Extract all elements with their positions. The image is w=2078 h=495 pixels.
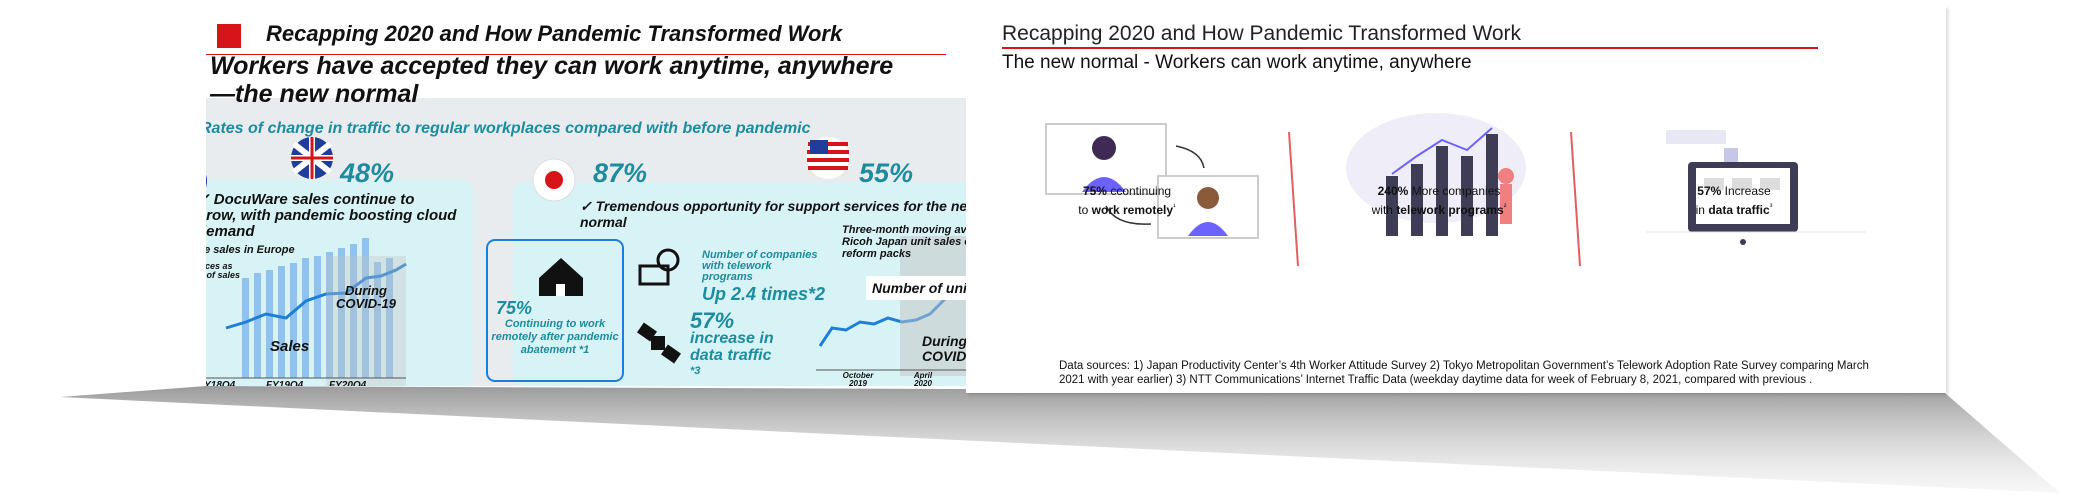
right-title: Recapping 2020 and How Pandemic Transfor… [1002, 22, 1522, 45]
item-text: More companies [1411, 184, 1501, 198]
item-note: ¹ [1173, 202, 1176, 211]
left-graphics [206, 24, 966, 386]
x-label: April 2020 [913, 371, 933, 387]
title-rule [206, 54, 946, 55]
europe-chart [206, 238, 407, 386]
remote-box [486, 239, 624, 382]
x-label: FY19Q4 [266, 380, 304, 386]
japan-sun [545, 171, 563, 189]
uk-cross-red [291, 137, 333, 179]
us-stat: 55% [859, 158, 914, 188]
headline: Workers have accepted they can work anyt… [210, 52, 894, 80]
item-bold: data traffic [1708, 203, 1770, 217]
remote-text: Continuing to work remotely after pandem… [491, 318, 619, 356]
satellite-icon [637, 322, 681, 364]
item-text: Increase [1724, 184, 1771, 198]
subtitle: Rates of change in traffic to regular wo… [206, 120, 811, 137]
europe-chart-title: DocuWare sales in Europe [206, 244, 295, 256]
illustrations [1045, 113, 1866, 267]
item-line: 57% Increase [1604, 184, 1864, 199]
slide-shadow [60, 386, 2060, 493]
item-text: ccontinuing [1110, 184, 1172, 198]
headline: —the new normal [210, 80, 419, 108]
japan-panel [513, 182, 966, 386]
item-lead: with [1371, 203, 1393, 217]
us-canton [810, 140, 828, 154]
item-line: with telework programs² [1309, 199, 1569, 218]
sources: Data sources: 1) Japan Productivity Cent… [1059, 359, 1869, 387]
item-stat: 75% [1082, 184, 1107, 198]
item-lead: in [1695, 203, 1705, 217]
item: 57% Increase in data traffic³ [1604, 184, 1864, 218]
item-stat: 240% [1377, 184, 1409, 198]
japan-chart [816, 236, 966, 376]
japan-covid-label: During COVID-19 [922, 333, 966, 364]
title-icon [217, 24, 241, 48]
japan-chart-title: Three-month moving average for Ricoh Jap… [842, 224, 966, 260]
cloud-label: Cloud services as percentage of sales [206, 261, 241, 280]
source-line: Data sources: 1) Japan Productivity Cent… [1059, 360, 1869, 372]
japan-note-text: Tremendous opportunity for support servi… [580, 198, 966, 230]
x-label: October 2019 [842, 371, 874, 387]
item-stat: 57% [1697, 184, 1722, 198]
traffic-note: *3 [690, 365, 701, 377]
eu-flag [206, 174, 207, 188]
house-icon [539, 258, 583, 296]
item: 75% ccontinuing to work remotely¹ [997, 184, 1257, 218]
item: 240% More companies with telework program… [1309, 184, 1569, 218]
item-bold: telework programs [1396, 203, 1504, 217]
europe-note-text: DocuWare sales continue to grow, with pa… [206, 191, 457, 240]
source-line: 2021 with year earlier) 3) NTT Communica… [1059, 374, 1813, 386]
telework-stat: Up 2.4 times*2 [702, 284, 826, 304]
item-line: to work remotely¹ [997, 199, 1257, 218]
item-line: 240% More companies [1309, 184, 1569, 199]
x-label: FY20Q4 [329, 380, 367, 386]
sales-label: Sales [270, 338, 310, 355]
item-bold: work remotely [1091, 203, 1174, 217]
japan-stat: 87% [593, 158, 648, 188]
left-slide: Recapping 2020 and How Pandemic Transfor… [206, 8, 966, 386]
europe-note: ✓ DocuWare sales continue to grow, with … [206, 192, 457, 240]
remote-pct: 75% [496, 298, 533, 318]
traffic-pct: 57% [690, 308, 735, 333]
telework-text: Number of companies with telework progra… [702, 249, 818, 283]
traffic-text: increase in data traffic [690, 330, 774, 364]
item-note: ² [1503, 202, 1507, 211]
item-note: ³ [1769, 202, 1773, 211]
covid-label: During COVID-19 [336, 283, 396, 311]
item-line: in data traffic³ [1604, 199, 1864, 218]
left-title: Recapping 2020 and How Pandemic Transfor… [266, 21, 843, 46]
title-rule [1002, 47, 1818, 49]
x-label: FY18Q4 [206, 380, 236, 386]
uk-stat: 48% [340, 158, 395, 188]
japan-note: ✓ Tremendous opportunity for support ser… [580, 198, 966, 230]
item-lead: to [1078, 203, 1089, 217]
telework-icon [638, 264, 670, 286]
item-line: 75% ccontinuing [997, 184, 1257, 199]
right-subtitle: The new normal - Workers can work anytim… [1002, 52, 1472, 73]
right-slide: Recapping 2020 and How Pandemic Transfor… [966, 6, 1946, 393]
